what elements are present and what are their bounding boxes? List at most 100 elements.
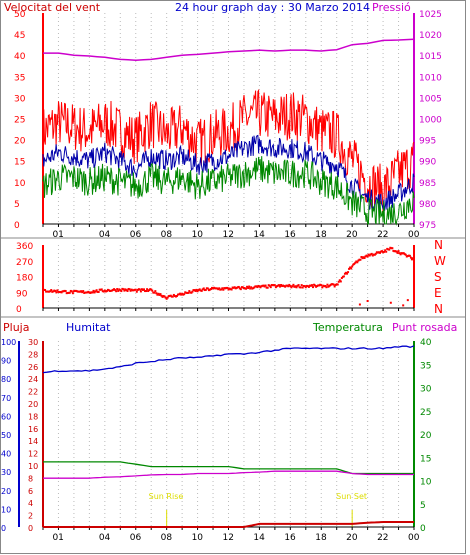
direction-point (378, 251, 381, 254)
direction-point (50, 289, 53, 292)
direction-point (113, 288, 116, 291)
direction-point (107, 289, 110, 292)
direction-point (275, 285, 278, 288)
rain-tick-label: 26 (28, 363, 38, 372)
direction-point (232, 286, 235, 289)
direction-point (320, 284, 323, 287)
pressure-tick-label: 1000 (419, 116, 442, 126)
direction-point (302, 284, 305, 287)
direction-point (246, 285, 249, 288)
direction-point (81, 291, 84, 294)
direction-point (274, 286, 277, 289)
direction-point (313, 283, 316, 286)
direction-point (121, 287, 124, 290)
direction-point (233, 286, 236, 289)
direction-point (370, 252, 373, 255)
direction-point (48, 290, 51, 293)
direction-point (110, 289, 113, 292)
direction-point (317, 284, 320, 287)
pressure-tick-label: 990 (419, 158, 436, 168)
direction-point (339, 280, 342, 283)
direction-point (144, 290, 147, 293)
direction-point (403, 253, 406, 256)
direction-point (408, 254, 411, 257)
direction-point (348, 267, 351, 270)
direction-point (74, 289, 77, 292)
direction-point (188, 290, 191, 293)
series-line-humidity (42, 345, 415, 374)
direction-point (135, 290, 138, 293)
pressure-series-line (43, 38, 415, 62)
direction-point (146, 288, 149, 291)
x-tick-label: 14 (253, 533, 265, 543)
direction-point (181, 292, 184, 295)
direction-point (225, 286, 228, 289)
direction-point (306, 285, 309, 288)
direction-point (327, 285, 330, 288)
temperature-tick-label: 10 (420, 478, 432, 488)
wind-tick-label: 10 (14, 179, 26, 189)
direction-point (222, 288, 225, 291)
direction-point (293, 285, 296, 288)
direction-point (130, 288, 133, 291)
x-tick-label: 20 (346, 230, 358, 240)
direction-point (115, 290, 118, 293)
direction-point (243, 287, 246, 290)
direction-point (66, 291, 69, 294)
direction-point (163, 295, 166, 298)
direction-point (358, 303, 361, 306)
direction-point (395, 250, 398, 253)
direction-point (297, 284, 300, 287)
direction-point (249, 287, 252, 290)
direction-point (63, 289, 66, 292)
direction-point (157, 292, 160, 295)
direction-point (218, 287, 221, 290)
direction-point (287, 285, 290, 288)
direction-point (86, 291, 89, 294)
x-tick-label: 06 (130, 230, 142, 240)
direction-point (108, 290, 111, 293)
direction-point (65, 292, 68, 295)
direction-point (124, 288, 127, 291)
direction-point (52, 290, 55, 293)
direction-point (119, 289, 122, 292)
direction-point (131, 289, 134, 292)
direction-point (410, 258, 413, 261)
direction-point (284, 285, 287, 288)
pressure-tick-label: 1005 (419, 94, 442, 104)
direction-point (103, 289, 106, 292)
rain-tick-label: 0 (28, 524, 33, 533)
x-tick-label: 01 (52, 230, 63, 240)
series-line-rain (43, 521, 414, 528)
direction-point (147, 290, 150, 293)
direction-point (269, 286, 272, 289)
direction-point (116, 288, 119, 291)
direction-point (273, 284, 276, 287)
direction-point (71, 292, 74, 295)
direction-point (153, 291, 156, 294)
direction-point (98, 288, 101, 291)
direction-tick-label: 90 (16, 289, 28, 299)
compass-label: S (434, 270, 442, 284)
humidity-tick-label: 20 (1, 487, 11, 496)
direction-point (355, 260, 358, 263)
direction-point (292, 283, 295, 286)
direction-point (385, 250, 388, 253)
direction-point (93, 291, 96, 294)
wind-series-avg (42, 134, 415, 212)
direction-point (353, 262, 356, 265)
direction-point (198, 288, 201, 291)
direction-point (179, 292, 182, 295)
direction-point (156, 293, 159, 296)
direction-point (333, 285, 336, 288)
direction-point (361, 257, 364, 260)
direction-point (215, 287, 218, 290)
direction-point (94, 290, 97, 293)
direction-point (367, 253, 370, 256)
pressure-tick-label: 985 (419, 179, 436, 189)
direction-point (349, 266, 352, 269)
direction-point (134, 288, 137, 291)
direction-point (342, 275, 345, 278)
direction-point (362, 256, 365, 259)
chart-layer: 0510152025303540455097598098599099510001… (1, 10, 446, 543)
